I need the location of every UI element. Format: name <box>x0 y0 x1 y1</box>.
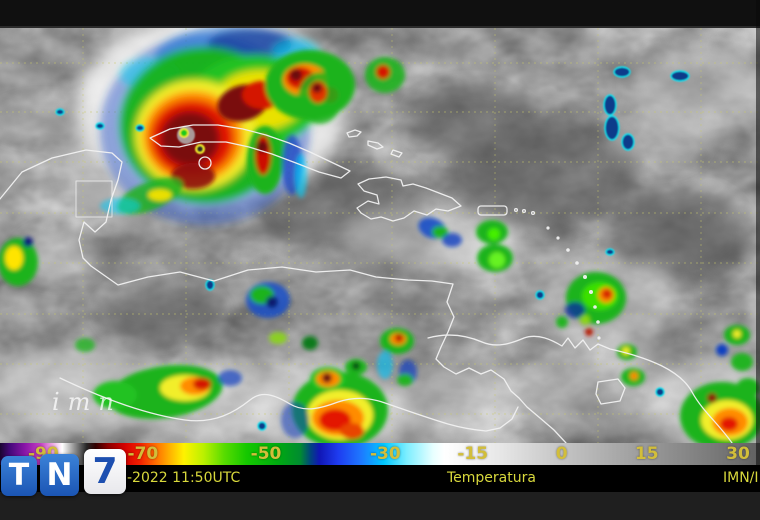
tn7-logo: T N 7 <box>0 446 130 500</box>
satellite-map-svg: imn <box>0 28 760 443</box>
temperature-axis-label: Temperatura <box>447 470 536 486</box>
coastlines <box>0 124 733 443</box>
source-label: IMN/I <box>723 470 759 486</box>
logo-tile-7: 7 <box>84 449 126 494</box>
logo-tile-n: N <box>40 454 79 496</box>
clear-air-patches <box>100 85 750 340</box>
colorbar-tick: 15 <box>634 444 659 464</box>
logo-tile-t: T <box>1 456 37 496</box>
convection-cells <box>0 66 760 443</box>
info-strip: -2022 11:50UTC Temperatura IMN/I <box>0 465 760 492</box>
colorbar-tick: 30 <box>726 444 750 464</box>
colorbar-tick: -70 <box>127 444 159 464</box>
satellite-map: imn <box>0 28 760 443</box>
bottom-letterbox-bar <box>0 492 760 520</box>
colorbar-tick: -50 <box>250 444 282 464</box>
colorbar-tick: -15 <box>457 444 489 464</box>
right-edge-shade <box>756 0 760 465</box>
timestamp-label: -2022 11:50UTC <box>127 470 241 486</box>
colorbar-tick: 0 <box>555 444 568 464</box>
top-letterbox-bar <box>0 0 760 28</box>
colorbar-tick: -30 <box>369 444 401 464</box>
hurricane <box>100 28 405 225</box>
imn-watermark: imn <box>52 388 122 416</box>
